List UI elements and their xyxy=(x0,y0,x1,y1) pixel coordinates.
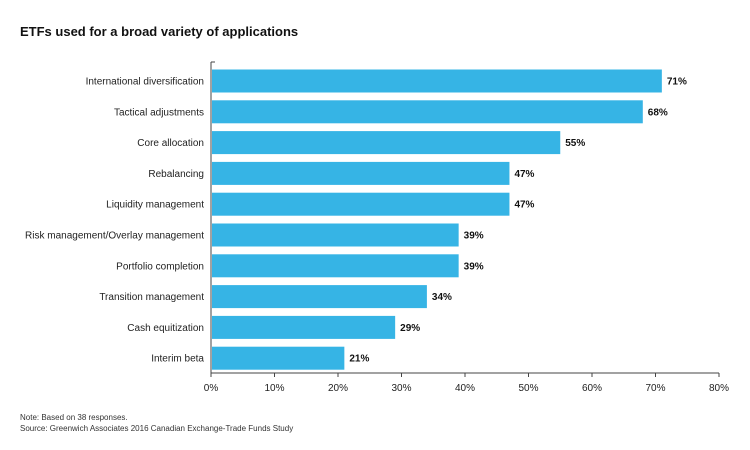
bar xyxy=(212,254,459,278)
value-label: 47% xyxy=(514,200,534,211)
bars-layer: International diversification 71% Tactical… xyxy=(25,69,687,370)
bar xyxy=(212,346,345,370)
x-tick-label: 0% xyxy=(204,383,219,394)
bar xyxy=(212,285,427,309)
x-axis: 0% 10% 20% 30% 40% 50% 60% 70% 80% xyxy=(204,61,729,394)
category-label: Liquidity management xyxy=(106,200,204,211)
category-label: Rebalancing xyxy=(148,169,204,180)
x-tick-label: 70% xyxy=(645,383,665,394)
category-label: Cash equitization xyxy=(127,323,204,334)
bar xyxy=(212,100,643,124)
value-label: 21% xyxy=(349,354,369,365)
bar xyxy=(212,192,510,216)
value-label: 68% xyxy=(648,107,668,118)
footnote-note: Note: Based on 38 responses. xyxy=(20,413,128,422)
category-label: Risk management/Overlay management xyxy=(25,231,204,242)
category-label: Transition management xyxy=(99,292,204,303)
bar xyxy=(212,69,662,93)
category-label: Portfolio completion xyxy=(116,261,204,272)
value-label: 55% xyxy=(565,138,585,149)
category-label: Interim beta xyxy=(151,354,204,365)
value-label: 47% xyxy=(514,169,534,180)
x-tick-label: 50% xyxy=(518,383,538,394)
value-label: 39% xyxy=(464,231,484,242)
footnote-source: Source: Greenwich Associates 2016 Canadi… xyxy=(20,424,294,433)
x-tick-label: 10% xyxy=(264,383,284,394)
category-label: International diversification xyxy=(86,77,204,88)
bar xyxy=(212,161,510,185)
category-label: Tactical adjustments xyxy=(114,107,204,118)
category-label: Core allocation xyxy=(137,138,204,149)
bar xyxy=(212,223,459,247)
value-label: 71% xyxy=(667,77,687,88)
value-label: 29% xyxy=(400,323,420,334)
x-tick-label: 20% xyxy=(328,383,348,394)
value-label: 39% xyxy=(464,261,484,272)
x-tick-label: 80% xyxy=(709,383,729,394)
x-tick-label: 30% xyxy=(391,383,411,394)
bar xyxy=(212,315,396,339)
x-tick-label: 40% xyxy=(455,383,475,394)
chart-title: ETFs used for a broad variety of applica… xyxy=(20,24,299,39)
bar xyxy=(212,131,561,155)
value-label: 34% xyxy=(432,292,452,303)
x-tick-label: 60% xyxy=(582,383,602,394)
